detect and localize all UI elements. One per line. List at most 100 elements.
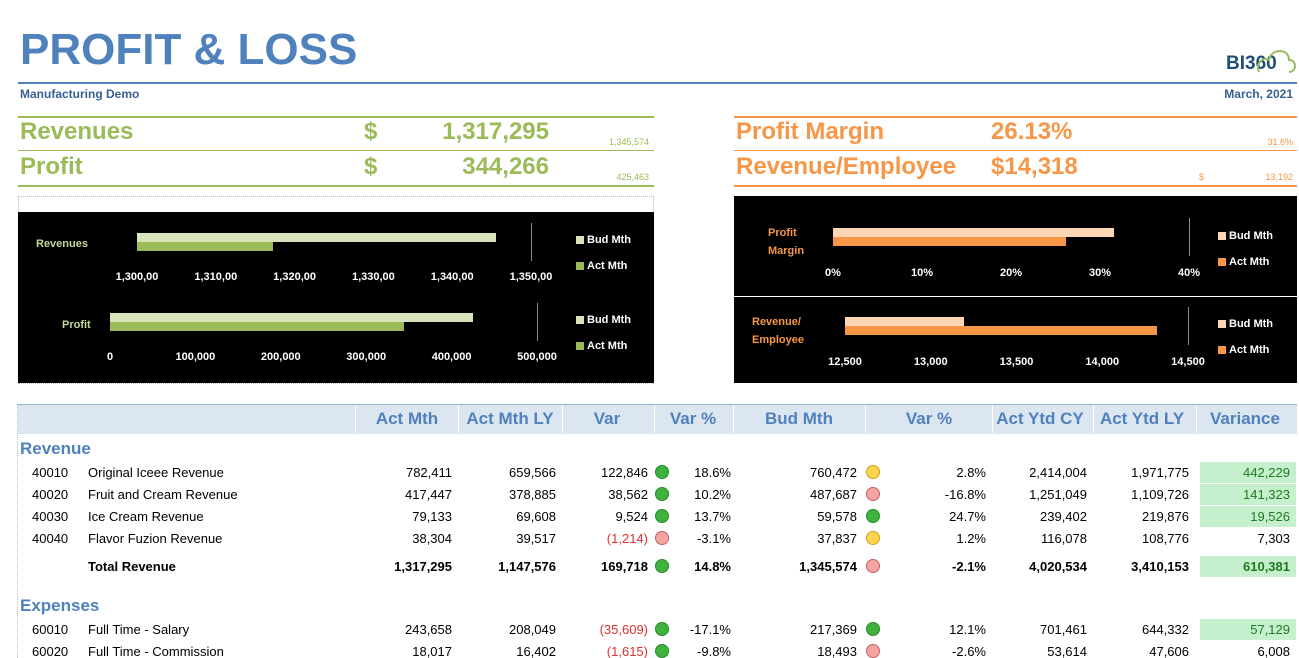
tick-label: 13,000 [913,356,948,368]
legend-label: Act Mth [587,260,628,272]
account-code: 40040 [32,531,69,546]
cell: 3,410,153 [1131,559,1189,574]
tick-label: 1,300,00 [115,271,159,283]
cell: 53,614 [1047,644,1087,658]
cell: 59,578 [817,509,857,524]
column-separator [733,405,734,433]
chart-label: Profit Margin [768,227,805,257]
status-indicator [655,622,669,636]
column-header: Act Ytd CY [996,409,1084,428]
account-name: Ice Cream Revenue [88,509,204,524]
bar [137,242,274,251]
cell: 1,109,726 [1131,487,1189,502]
tick-label: 200,000 [260,351,301,363]
variance-highlight [1200,619,1296,640]
bar [845,317,964,326]
legend-label: Bud Mth [1229,230,1273,242]
status-indicator [866,559,880,573]
table-left-rule [17,404,19,658]
cell: 1,345,574 [799,559,857,574]
kpi-rule [18,150,654,151]
kpi-rule [734,185,1297,187]
kpi-label: Revenues [20,118,134,145]
cell: 108,776 [1142,531,1189,546]
tick-label: 0% [825,267,841,279]
cell: 37,837 [817,531,857,546]
variance-highlight [1200,484,1296,505]
chart-label: Revenues [36,238,88,250]
column-header: Act Mth [375,409,439,428]
cell: 13.7% [694,509,731,524]
kpi-label: Profit Margin [736,118,884,145]
legend-label: Bud Mth [587,234,631,246]
kpi-label: Profit [20,153,83,180]
tick-label: 12,500 [828,356,862,368]
kpi-currency: $ [364,118,378,145]
cell: 47,606 [1149,644,1189,658]
section-title: Expenses [20,596,100,615]
tick-label: 1,330,00 [351,271,395,283]
status-indicator [866,465,880,479]
column-header: Var % [905,409,953,428]
column-separator [1093,405,1094,433]
column-separator [458,405,459,433]
status-indicator [866,644,880,658]
legend-swatch [1218,258,1226,266]
legend-swatch [576,262,584,270]
cell: -17.1% [689,622,731,637]
legend-swatch [576,236,584,244]
kpi-currency: $ [364,153,378,180]
column-header: Var % [669,409,717,428]
header-rule [18,82,1297,84]
account-name: Full Time - Commission [88,644,224,658]
cell: 378,885 [509,487,556,502]
cell: 2,414,004 [1029,465,1087,480]
cell: 1,971,775 [1131,465,1189,480]
logo-cloud [1257,50,1296,73]
kpi-label: Revenue/Employee [736,153,957,180]
tick-label: 300,000 [346,351,387,363]
cell: 10.2% [694,487,731,502]
kpi-budget: 1,345,574 [608,137,649,147]
tick-label: 40% [1177,267,1201,279]
cell: 487,687 [810,487,857,502]
cell: 14.8% [694,559,731,574]
axis-line [537,303,538,341]
status-indicator [655,531,669,545]
kpi-rule [734,116,1297,118]
cell: 701,461 [1040,622,1087,637]
chart [18,212,654,297]
cell: 9,524 [615,509,648,524]
cell: 610,381 [1243,559,1290,574]
tick-label: 30% [1088,267,1112,279]
column-header: Act Mth LY [466,409,554,428]
table-header [18,404,1297,434]
cell: -9.8% [697,644,731,658]
cell: 219,876 [1142,509,1189,524]
tick-label: 14,000 [1085,356,1120,368]
account-name: Flavor Fuzion Revenue [88,531,223,546]
tick-label: 1,320,00 [273,271,316,283]
account-code: 60010 [32,622,69,637]
bar [137,233,497,242]
variance-highlight [1200,506,1296,527]
axis-line [1189,218,1190,256]
column-separator [1196,405,1197,433]
cell: 2.8% [956,465,986,480]
kpi-budget: 31.6% [1267,137,1293,147]
cell: 141,323 [1243,487,1290,502]
kpi-rule [734,150,1297,151]
cell: 69,608 [516,509,556,524]
cell: 122,846 [601,465,648,480]
account-name: Original Iceee Revenue [88,465,224,480]
kpi-value: 1,317,295 [442,118,549,145]
subtitle: Manufacturing Demo [20,87,140,101]
column-header: Bud Mth [765,409,833,428]
legend-label: Bud Mth [587,314,631,326]
legend-swatch [1218,320,1226,328]
tick-label: 0 [106,351,114,363]
legend-label: Act Mth [587,340,628,352]
chart [734,297,1297,383]
chart-label: Revenue/ Employee [752,316,804,346]
tick-label: 1,310,00 [194,271,238,283]
